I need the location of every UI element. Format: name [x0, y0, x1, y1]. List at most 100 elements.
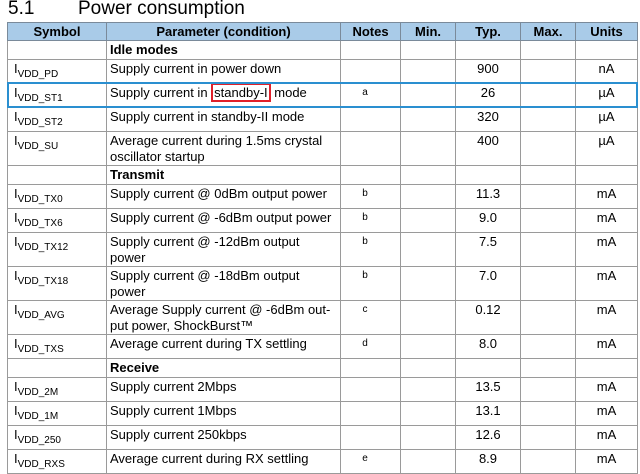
parameter-text: Supply current in [110, 85, 212, 100]
data-row: IVDD_2M Supply current 2Mbps 13.5 mA [7, 377, 638, 402]
max-cell [520, 208, 576, 233]
section-row: Transmit [7, 165, 638, 185]
typ-value: 400 [477, 133, 499, 148]
symbol-cell: IVDD_PD [7, 59, 107, 84]
symbol: IVDD_AVG [11, 302, 65, 321]
symbol: IVDD_TX18 [11, 268, 68, 287]
unit: mA [596, 234, 617, 249]
typ-cell: 13.5 [455, 377, 521, 402]
unit: mA [596, 451, 617, 466]
symbol: IVDD_250 [11, 427, 61, 446]
units-cell: µA [575, 107, 638, 132]
page: 5.1 Power consumption Symbol Parameter (co… [7, 0, 638, 474]
units-cell: mA [575, 401, 638, 426]
max-cell [520, 232, 576, 267]
typ-value: 8.0 [478, 336, 498, 351]
typ-cell [455, 165, 521, 185]
typ-cell: 900 [455, 59, 521, 84]
typ-value: 7.0 [478, 268, 498, 283]
typ-cell: 0.12 [455, 300, 521, 335]
symbol-cell: IVDD_TX6 [7, 208, 107, 233]
typ-value: 8.9 [478, 451, 498, 466]
column-header: Min. [400, 22, 456, 41]
symbol: IVDD_TXS [11, 336, 64, 355]
min-cell [400, 358, 456, 378]
column-header: Parameter (condition) [106, 22, 341, 41]
note-ref: c [362, 304, 368, 315]
header-row: Symbol Parameter (condition) Notes Min. Typ.… [7, 22, 638, 41]
symbol-cell: IVDD_ST1 [7, 83, 107, 108]
max-cell [520, 59, 576, 84]
symbol-subscript: VDD_ST2 [17, 117, 63, 128]
symbol-subscript: VDD_RXS [17, 459, 65, 470]
symbol: IVDD_ST1 [11, 85, 63, 104]
units-cell: mA [575, 449, 638, 474]
min-cell [400, 131, 456, 166]
typ-cell: 8.9 [455, 449, 521, 474]
units-cell: nA [575, 59, 638, 84]
data-row: IVDD_PD Supply current in power down 900 nA [7, 59, 638, 84]
parameter-text: Average current during RX settling [110, 451, 309, 466]
parameter-cell: Receive [106, 358, 341, 378]
typ-cell [455, 358, 521, 378]
symbol: IVDD_TX0 [11, 186, 63, 205]
typ-cell: 9.0 [455, 208, 521, 233]
notes-cell: b [340, 266, 401, 301]
typ-value: 9.0 [478, 210, 498, 225]
min-cell [400, 208, 456, 233]
units-cell [575, 165, 638, 185]
unit: µA [598, 133, 615, 148]
data-row: IVDD_ST2 Supply current in standby-II mod… [7, 107, 638, 132]
data-row: IVDD_AVG Average Supply current @ -6dBm o… [7, 300, 638, 335]
notes-cell [340, 40, 401, 60]
symbol-cell [7, 40, 107, 60]
section-row: Idle modes [7, 40, 638, 60]
data-row: IVDD_TX0 Supply current @ 0dBm output pow… [7, 184, 638, 209]
note-ref: d [362, 338, 368, 349]
column-header: Units [575, 22, 638, 41]
typ-cell [455, 40, 521, 60]
notes-cell [340, 59, 401, 84]
unit: mA [596, 302, 617, 317]
typ-cell: 7.5 [455, 232, 521, 267]
symbol: IVDD_TX12 [11, 234, 68, 253]
column-header: Max. [520, 22, 576, 41]
highlighted-text: standby-I [211, 83, 271, 102]
min-cell [400, 40, 456, 60]
typ-cell: 8.0 [455, 334, 521, 359]
symbol-subscript: VDD_TXS [17, 344, 64, 355]
max-cell [520, 334, 576, 359]
data-row: IVDD_TX18 Supply current @ -18dBm output … [7, 266, 638, 301]
typ-value: 320 [477, 109, 499, 124]
typ-value: 12.6 [475, 427, 501, 442]
symbol-main: I [14, 268, 18, 283]
units-cell: µA [575, 131, 638, 166]
typ-cell: 400 [455, 131, 521, 166]
symbol-subscript: VDD_TX12 [17, 242, 69, 253]
unit: mA [596, 427, 617, 442]
max-cell [520, 425, 576, 450]
section-label: Transmit [110, 167, 165, 182]
symbol-cell: IVDD_SU [7, 131, 107, 166]
symbol-main: I [14, 109, 18, 124]
max-cell [520, 449, 576, 474]
column-header: Typ. [455, 22, 521, 41]
parameter-cell: Supply current @ -12dBm output power [106, 232, 341, 267]
symbol-main: I [14, 403, 18, 418]
min-cell [400, 165, 456, 185]
symbol-cell [7, 358, 107, 378]
max-cell [520, 107, 576, 132]
parameter-cell: Average current during 1.5ms crystal osc… [106, 131, 341, 166]
units-cell: mA [575, 334, 638, 359]
parameter-text: Supply current @ -6dBm output power [110, 210, 332, 225]
min-cell [400, 334, 456, 359]
unit: µA [598, 85, 615, 100]
typ-value: 11.3 [475, 186, 501, 201]
spec-table: Symbol Parameter (condition) Notes Min. Typ.… [7, 22, 638, 474]
data-row: IVDD_ST1 Supply current in standby-I mode… [7, 83, 638, 108]
parameter-text: Average current during 1.5ms crystal osc… [110, 133, 323, 164]
typ-cell: 13.1 [455, 401, 521, 426]
max-cell [520, 266, 576, 301]
units-cell: mA [575, 377, 638, 402]
min-cell [400, 377, 456, 402]
